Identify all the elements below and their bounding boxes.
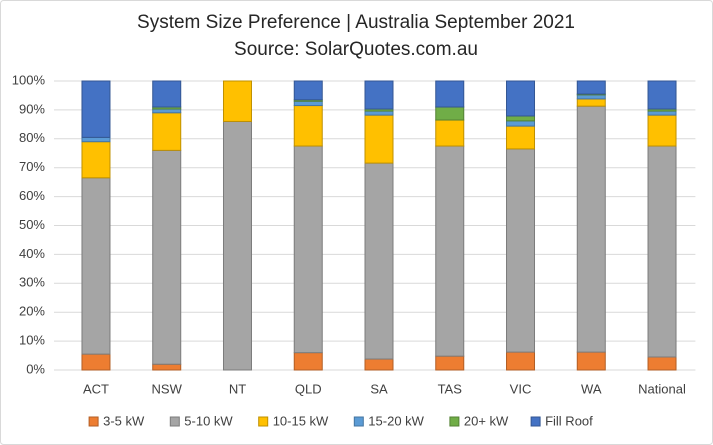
y-tick-label: 40%	[19, 246, 45, 261]
bar-segment	[152, 80, 182, 108]
x-tick-label: NT	[229, 381, 246, 396]
y-tick-label: 0%	[26, 361, 45, 376]
bar-segment	[506, 148, 536, 353]
bar-segment	[576, 105, 606, 353]
bar-segment	[293, 352, 323, 371]
x-tick-label: National	[638, 381, 686, 396]
bar-segment	[293, 105, 323, 147]
bar-segment	[576, 80, 606, 95]
bar-segment	[152, 363, 182, 371]
y-tick-label: 60%	[19, 188, 45, 203]
y-tick-label: 100%	[12, 72, 46, 87]
legend-swatch	[258, 416, 269, 427]
bar-segment	[506, 351, 536, 371]
bar-segment	[435, 119, 465, 147]
bar-segment	[364, 80, 394, 110]
legend-label: 5-10 kW	[184, 413, 233, 428]
legend-swatch	[169, 416, 180, 427]
bar-segment	[506, 80, 536, 117]
bar-segment	[647, 114, 677, 147]
bar-segment	[293, 80, 323, 101]
bar-segment	[364, 162, 394, 360]
y-tick-label: 30%	[19, 275, 45, 290]
legend-label: 15-20 kW	[368, 413, 424, 428]
x-tick-label: TAS	[438, 381, 463, 396]
x-tick-label: WA	[581, 381, 602, 396]
bar-segment	[506, 115, 536, 122]
x-tick-label: NSW	[152, 381, 183, 396]
legend-swatch	[88, 416, 99, 427]
bar-segment	[576, 351, 606, 371]
bar-segment	[81, 353, 111, 371]
bar-segment	[647, 110, 677, 116]
y-tick-label: 70%	[19, 159, 45, 174]
bar-segment	[506, 125, 536, 150]
y-tick-label: 50%	[19, 217, 45, 232]
bar-segment	[81, 177, 111, 355]
bar-segment	[435, 80, 465, 108]
bar-segment	[152, 149, 182, 365]
legend-label: 10-15 kW	[273, 413, 329, 428]
legend-swatch	[353, 416, 364, 427]
bar-segment	[222, 80, 252, 122]
bar-segment	[364, 358, 394, 371]
x-tick-label: VIC	[510, 381, 532, 396]
bar-segment	[435, 106, 465, 121]
bar-segment	[647, 145, 677, 358]
bar-segment	[293, 145, 323, 354]
bar-segment	[152, 108, 182, 114]
bar-segment	[576, 98, 606, 107]
legend-label: 20+ kW	[464, 413, 509, 428]
legend-swatch	[449, 416, 460, 427]
y-tick-label: 80%	[19, 130, 45, 145]
bar-segment	[647, 356, 677, 371]
y-tick-label: 90%	[19, 101, 45, 116]
bar-segment	[576, 94, 606, 100]
bar-segment	[81, 136, 111, 143]
bar-segment	[506, 120, 536, 127]
legend-swatch	[530, 416, 541, 427]
x-tick-label: ACT	[83, 381, 109, 396]
bar-segment	[435, 355, 465, 371]
bar-segment	[222, 120, 252, 371]
x-tick-label: SA	[370, 381, 388, 396]
y-tick-label: 20%	[19, 304, 45, 319]
x-tick-label: QLD	[295, 381, 322, 396]
legend-label: Fill Roof	[545, 413, 593, 428]
bar-segment	[435, 145, 465, 357]
bar-segment	[152, 112, 182, 151]
bar-segment	[293, 100, 323, 107]
bar-segment	[81, 80, 111, 138]
bar-segment	[364, 114, 394, 164]
bar-segment	[364, 110, 394, 116]
chart-subtitle: Source: SolarQuotes.com.au	[234, 39, 478, 60]
legend-label: 3-5 kW	[103, 413, 145, 428]
chart-title: System Size Preference | Australia Septe…	[137, 12, 575, 33]
y-tick-label: 10%	[19, 333, 45, 348]
bar-segment	[647, 80, 677, 110]
bar-segment	[81, 141, 111, 179]
